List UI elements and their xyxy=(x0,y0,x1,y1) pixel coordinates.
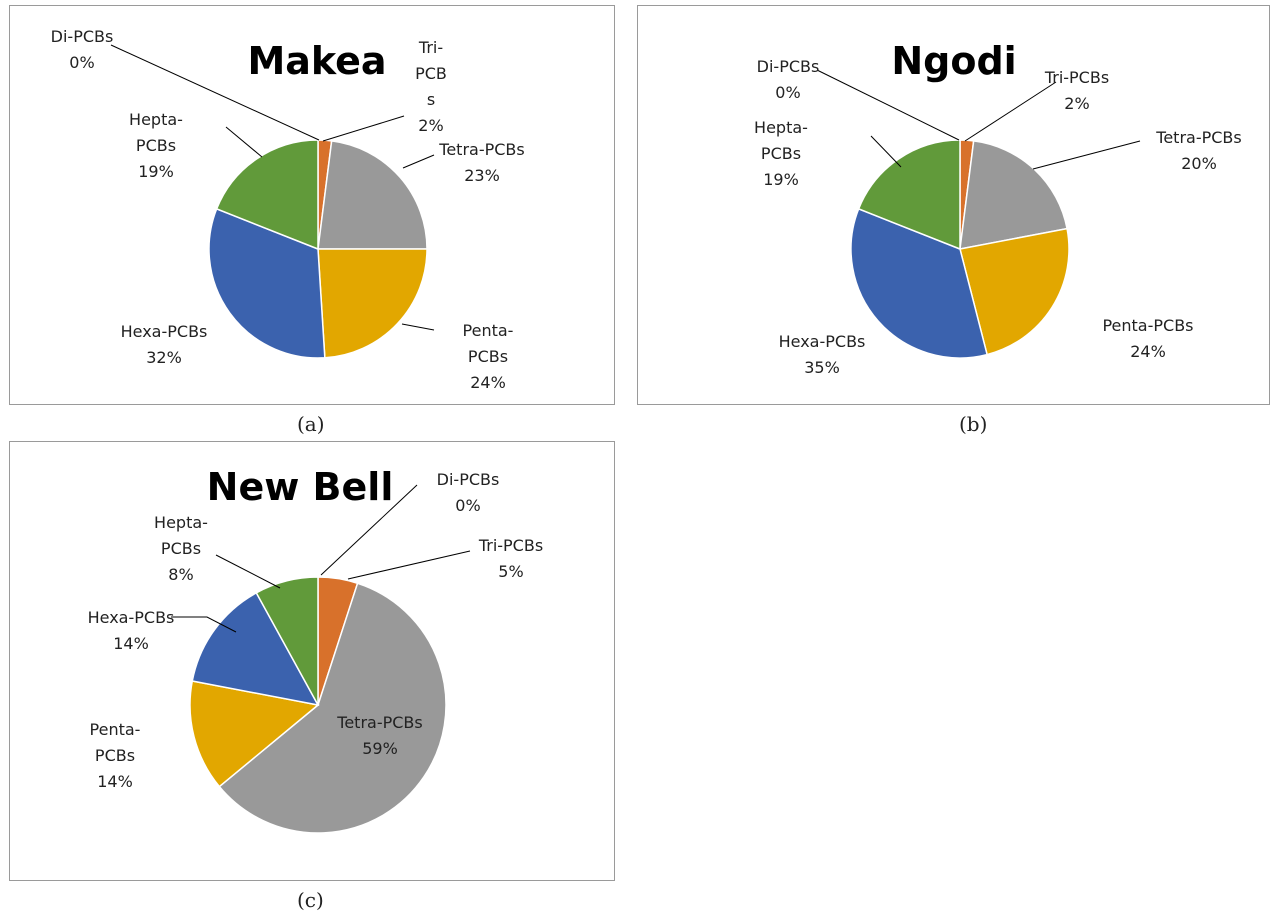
leader-line-tri-pcbs xyxy=(347,550,471,580)
data-label-penta-pcbs: Penta-PCBs 24% xyxy=(1102,316,1193,361)
chart-title: Ngodi xyxy=(891,39,1016,83)
data-label-penta-pcbs: Penta-PCBs 14% xyxy=(90,720,141,791)
slice-hepta-pcbs xyxy=(255,576,319,706)
leader-line-hepta-pcbs xyxy=(215,554,281,589)
leader-line-di-pcbs xyxy=(816,69,960,141)
data-label-penta-pcbs: Penta-PCBs 24% xyxy=(463,321,514,392)
data-label-di-pcbs: Di-PCBs 0% xyxy=(51,27,114,72)
data-label-tetra-pcbs: Tetra-PCBs 20% xyxy=(1155,128,1241,173)
data-label-hepta-pcbs: Hepta-PCBs 19% xyxy=(754,118,808,189)
pie-chart-makea: Makea Di-PCBs 0% Tri-PCB s 2% Tetra-PCBs 23% Pen… xyxy=(9,5,615,405)
leader-line-penta-pcbs xyxy=(401,323,435,331)
leader-line-hepta-pcbs xyxy=(870,135,902,168)
slice-hexa-pcbs xyxy=(208,207,326,359)
slice-hexa-pcbs xyxy=(191,591,320,707)
caption-a: (a) xyxy=(297,412,325,436)
slice-hexa-pcbs xyxy=(850,207,989,359)
data-label-tetra-pcbs: Tetra-PCBs 59% xyxy=(336,713,422,758)
data-label-di-pcbs: Di-PCBs 0% xyxy=(437,470,500,515)
data-label-di-pcbs: Di-PCBs 0% xyxy=(757,57,820,102)
leader-line-di-pcbs xyxy=(320,484,418,576)
data-label-hexa-pcbs: Hexa-PCBs 35% xyxy=(779,332,866,377)
data-label-hexa-pcbs: Hexa-PCBs 32% xyxy=(121,322,208,367)
slice-tetra-pcbs xyxy=(317,140,428,250)
slice-penta-pcbs xyxy=(959,227,1070,356)
leader-line-tetra-pcbs xyxy=(402,154,435,169)
slice-tetra-pcbs xyxy=(218,582,447,834)
pie-chart-ngodi-svg: Ngodi Di-PCBs 0% Tri-PCBs 2% Tetra-PCBs 20% Pen… xyxy=(754,39,1242,377)
leader-line-tetra-pcbs xyxy=(1032,140,1141,170)
slice-tetra-pcbs xyxy=(959,140,1068,250)
slice-penta-pcbs xyxy=(189,680,320,788)
data-label-hexa-pcbs: Hexa-PCBs 14% xyxy=(88,608,175,653)
slice-hepta-pcbs xyxy=(857,139,961,251)
chart-title: New Bell xyxy=(207,465,394,509)
slice-penta-pcbs xyxy=(317,248,428,359)
pie-chart-makea-svg: Makea Di-PCBs 0% Tri-PCB s 2% Tetra-PCBs 23% Pen… xyxy=(51,27,525,392)
slice-hepta-pcbs xyxy=(215,139,319,251)
pie-chart-new-bell: New Bell Di-PCBs 0% Tri-PCBs 5% Tetra-PCBs 59%… xyxy=(9,441,615,881)
caption-c: (c) xyxy=(297,888,324,912)
chart-title: Makea xyxy=(247,39,386,83)
data-label-hepta-pcbs: Hepta-PCBs 19% xyxy=(129,110,183,181)
data-label-tetra-pcbs: Tetra-PCBs 23% xyxy=(438,140,524,185)
data-label-tri-pcbs: Tri-PCBs 5% xyxy=(478,536,543,581)
pie-chart-ngodi: Ngodi Di-PCBs 0% Tri-PCBs 2% Tetra-PCBs 20% Pen… xyxy=(637,5,1270,405)
leader-line-hexa-pcbs xyxy=(171,616,237,633)
leader-line-tri-pcbs xyxy=(964,81,1057,142)
pie-chart-new-bell-svg: New Bell Di-PCBs 0% Tri-PCBs 5% Tetra-PCBs 59%… xyxy=(88,465,543,834)
leader-line-hepta-pcbs xyxy=(225,126,263,158)
leader-line-di-pcbs xyxy=(110,44,320,141)
data-label-hepta-pcbs: Hepta-PCBs 8% xyxy=(154,513,208,584)
leader-line-tri-pcbs xyxy=(322,115,405,142)
caption-b: (b) xyxy=(959,412,988,436)
